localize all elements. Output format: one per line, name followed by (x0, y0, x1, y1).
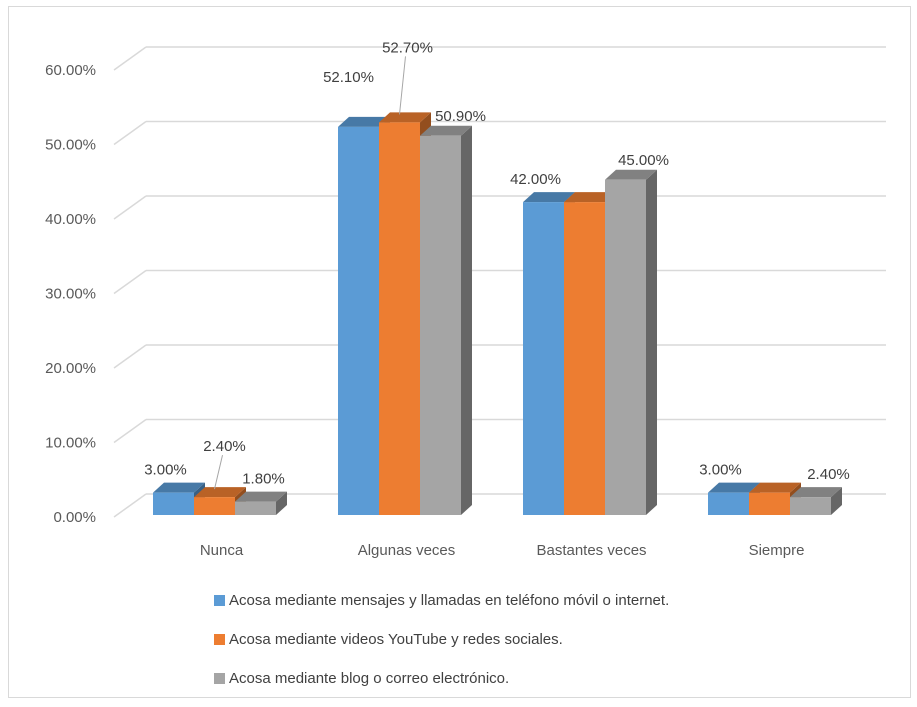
bar (708, 492, 749, 515)
data-label: 50.90% (435, 108, 486, 125)
gridline-slant (113, 46, 147, 71)
bar (338, 126, 379, 515)
gridline-slant (113, 195, 147, 220)
category-label: Siempre (749, 542, 805, 559)
legend-item-series-1: Acosa mediante mensajes y llamadas en te… (214, 590, 669, 610)
legend-item-series-3: Acosa mediante blog o correo electrónico… (214, 668, 669, 688)
gridline-slant (113, 344, 147, 369)
leader-line (399, 56, 406, 115)
data-label: 42.00% (510, 171, 561, 188)
leader-line (214, 455, 223, 490)
category-label: Nunca (200, 542, 244, 559)
data-label: 2.40% (203, 438, 246, 455)
bar (523, 202, 564, 515)
y-tick-label: 10.00% (45, 435, 96, 452)
bar (194, 497, 235, 515)
bar-top (523, 192, 575, 203)
y-tick-label: 60.00% (45, 62, 96, 79)
bar-side (646, 169, 657, 515)
gridline-slant (113, 120, 147, 146)
legend-swatch-series-1 (214, 594, 225, 606)
data-label: 52.70% (382, 39, 433, 56)
y-tick-label: 50.00% (45, 137, 96, 154)
bar-top (749, 482, 801, 493)
gridline-slant (113, 418, 147, 444)
bar-top (790, 487, 842, 498)
bar-side (831, 487, 842, 515)
legend: Acosa mediante mensajes y llamadas en te… (214, 590, 669, 707)
bar (379, 122, 420, 515)
legend-item-series-2: Acosa mediante videos YouTube y redes so… (214, 629, 669, 649)
data-label: 45.00% (618, 152, 669, 169)
bar (235, 501, 276, 515)
bar-top (605, 169, 657, 180)
bar (420, 135, 461, 516)
y-tick-label: 40.00% (45, 211, 96, 228)
data-label: 52.10% (323, 69, 374, 86)
bar-top (420, 125, 472, 136)
legend-label-series-3: Acosa mediante blog o correo electrónico… (229, 669, 510, 687)
bar-side (276, 491, 287, 515)
bar (153, 492, 194, 515)
category-label: Algunas veces (358, 542, 456, 559)
bar-top (235, 491, 287, 502)
data-label: 3.00% (699, 462, 742, 479)
bar-top (338, 116, 390, 127)
bar-side (461, 125, 472, 516)
legend-label-series-2: Acosa mediante videos YouTube y redes so… (229, 630, 563, 648)
bar-top (194, 487, 246, 498)
y-tick-label: 0.00% (53, 509, 96, 526)
legend-swatch-series-2 (214, 633, 225, 645)
bar-top (153, 482, 205, 493)
bar-top (379, 112, 431, 123)
y-tick-label: 20.00% (45, 360, 96, 377)
bar-top (708, 482, 760, 493)
legend-label-series-1: Acosa mediante mensajes y llamadas en te… (229, 591, 670, 609)
data-label: 1.80% (242, 471, 285, 488)
y-tick-label: 30.00% (45, 286, 96, 303)
bar (605, 179, 646, 515)
gridline-slant (113, 269, 147, 295)
data-label: 3.00% (144, 462, 187, 479)
bar (564, 202, 605, 515)
bar-top (564, 192, 616, 203)
bar (790, 497, 831, 515)
gridline-slant (113, 493, 147, 518)
data-label: 2.40% (807, 466, 850, 483)
category-label: Bastantes veces (536, 542, 646, 559)
legend-swatch-series-3 (214, 672, 225, 684)
bar (749, 492, 790, 515)
